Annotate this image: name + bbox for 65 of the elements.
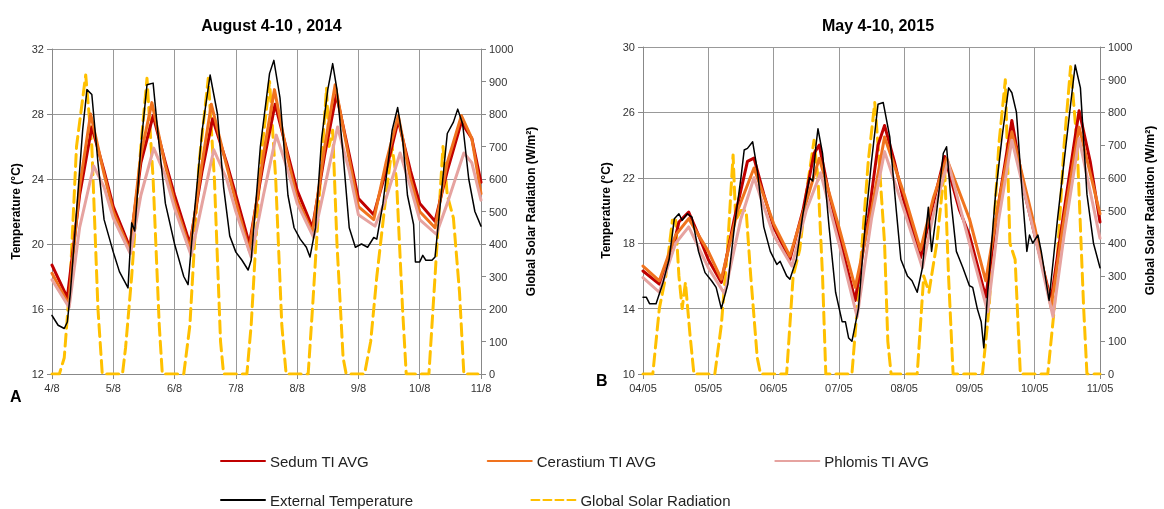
chart-title: August 4-10 , 2014 — [201, 16, 342, 34]
y2-tick-label: 1000 — [489, 43, 514, 55]
y2-tick-label: 800 — [1108, 106, 1127, 119]
x-tick-label: 10/05 — [1020, 381, 1049, 394]
x-tick-label: 06/05 — [759, 381, 788, 394]
line-series — [50, 125, 483, 309]
y-tick-label: 18 — [622, 237, 635, 250]
x-tick-label: 9/8 — [350, 381, 367, 394]
y-tick-label: 16 — [31, 303, 44, 315]
x-tick-label: 8/8 — [289, 381, 305, 394]
y2-tick-label: 300 — [489, 270, 508, 283]
y2-tick-label: 0 — [489, 368, 496, 380]
legend-label: Phlomis TI AVG — [824, 452, 929, 470]
y-tick-label: 12 — [31, 368, 44, 380]
y-tick-label: 14 — [622, 302, 635, 315]
y2-tick-label: 400 — [489, 238, 508, 250]
y2-tick-label: 200 — [1108, 302, 1127, 315]
y-tick-label: 20 — [31, 238, 44, 250]
y2-tick-label: 600 — [1108, 171, 1127, 184]
legend-label: Cerastium TI AVG — [536, 452, 657, 470]
legend-label: Global Solar Radiation — [580, 491, 731, 509]
y-tick-label: 28 — [31, 108, 44, 120]
x-tick-label: 08/05 — [890, 381, 918, 394]
x-tick-label: 07/05 — [825, 381, 853, 394]
y2-tick-label: 500 — [489, 205, 508, 218]
y-tick-label: 26 — [622, 106, 635, 119]
text: A — [10, 387, 22, 405]
y2-tick-label: 900 — [1108, 73, 1127, 86]
y2-tick-label: 0 — [1108, 368, 1115, 380]
x-tick-label: 6/8 — [166, 381, 183, 394]
x-tick-label: 10/8 — [409, 381, 431, 394]
x-tick-label: 5/8 — [105, 381, 121, 394]
x-tick-label: 4/8 — [44, 381, 60, 394]
y2-tick-label: 100 — [489, 335, 508, 348]
y2-tick-label: 200 — [489, 303, 508, 315]
y-tick-label: 24 — [31, 173, 44, 185]
y2-axis-title: Global Solar Radiation (W/m²) — [524, 126, 538, 297]
y2-tick-label: 300 — [1108, 269, 1127, 282]
x-tick-label: 05/05 — [694, 381, 723, 394]
y2-tick-label: 400 — [1108, 237, 1127, 250]
x-tick-label: 09/05 — [955, 381, 984, 394]
x-tick-label: 7/8 — [228, 381, 244, 394]
x-tick-label: 11/05 — [1086, 381, 1114, 394]
x-tick-label: 04/05 — [629, 381, 657, 394]
legend-label: Sedum TI AVG — [270, 452, 369, 470]
y2-tick-label: 700 — [1108, 139, 1127, 152]
y-tick-label: 30 — [622, 41, 635, 53]
text: B — [596, 371, 608, 389]
y2-tick-label: 100 — [1108, 335, 1127, 348]
x-tick-label: 11/8 — [470, 381, 492, 394]
chart-title: May 4-10, 2015 — [821, 16, 935, 34]
y-tick-label: 22 — [622, 171, 635, 184]
line-series — [51, 59, 482, 330]
y2-tick-label: 900 — [489, 75, 508, 88]
y2-axis-title: Global Solar Radiation (W/m²) — [1143, 125, 1157, 296]
y-axis-title: Temperature (°C) — [598, 162, 613, 259]
y2-tick-label: 600 — [489, 173, 508, 185]
y2-tick-label: 1000 — [1108, 41, 1133, 53]
legend-label: External Temperature — [270, 491, 414, 509]
y-tick-label: 32 — [31, 43, 44, 55]
y2-tick-label: 700 — [489, 140, 508, 153]
y2-tick-label: 800 — [489, 108, 508, 120]
y2-tick-label: 500 — [1108, 204, 1127, 217]
y-axis-title: Temperature (°C) — [9, 163, 23, 260]
y-tick-label: 10 — [622, 368, 635, 380]
